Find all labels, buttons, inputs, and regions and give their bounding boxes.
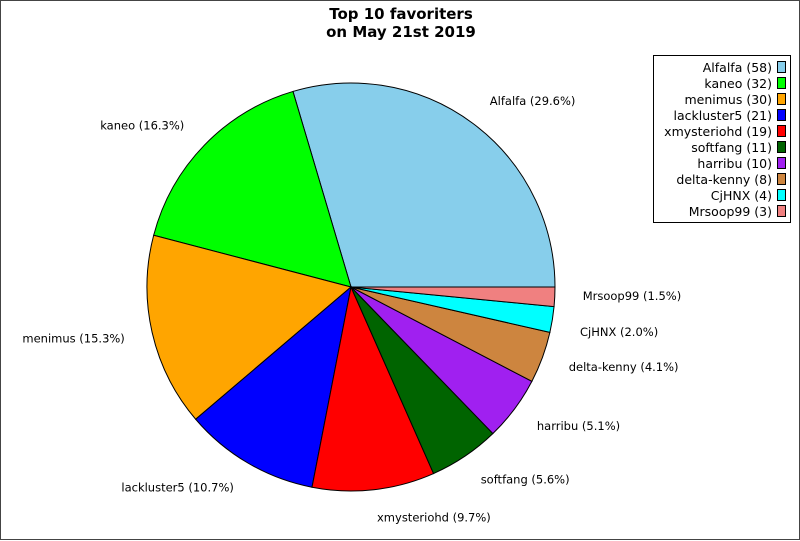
legend-swatch (777, 109, 786, 121)
legend-label: softfang (11) (691, 139, 772, 155)
legend-label: lackluster5 (21) (673, 107, 772, 123)
chart-title: Top 10 favoriters on May 21st 2019 (1, 5, 800, 41)
legend-label: delta-kenny (8) (676, 171, 772, 187)
legend-item-xmysteriohd: xmysteriohd (19) (654, 123, 790, 139)
slice-label-softfang: softfang (5.6%) (481, 472, 570, 486)
legend-swatch (777, 189, 786, 201)
legend-item-harribu: harribu (10) (654, 155, 790, 171)
legend-label: kaneo (32) (704, 75, 772, 91)
legend-item-softfang: softfang (11) (654, 139, 790, 155)
pie-slice-xmysteriohd (311, 285, 435, 492)
slice-label-alfalfa: Alfalfa (29.6%) (490, 94, 576, 108)
slice-label-xmysteriohd: xmysteriohd (9.7%) (377, 511, 491, 525)
legend-item-lackluster5: lackluster5 (21) (654, 107, 790, 123)
pie-slice-mrsoop99 (350, 286, 556, 308)
pie-slice-alfalfa (292, 82, 556, 288)
slice-label-delta-kenny: delta-kenny (4.1%) (569, 360, 679, 374)
legend-item-mrsoop99: Mrsoop99 (3) (654, 203, 790, 219)
legend-item-alfalfa: Alfalfa (58) (654, 59, 790, 75)
legend-swatch (777, 61, 786, 73)
legend-label: menimus (30) (684, 91, 772, 107)
legend-swatch (777, 157, 786, 169)
legend-item-cjhnx: CjHNX (4) (654, 187, 790, 203)
chart-legend: Alfalfa (58) kaneo (32) menimus (30) lacklu… (653, 55, 791, 223)
pie-slice-kaneo (153, 90, 352, 288)
chart-title-line1: Top 10 favoriters (329, 5, 473, 23)
legend-swatch (777, 93, 786, 105)
slice-label-mrsoop99: Mrsoop99 (1.5%) (583, 289, 682, 303)
pie-slice-lackluster5 (194, 285, 352, 488)
legend-item-menimus: menimus (30) (654, 91, 790, 107)
slice-label-cjhnx: CjHNX (2.0%) (580, 325, 658, 339)
pie-slice-menimus (146, 234, 353, 420)
legend-swatch (777, 205, 786, 217)
legend-swatch (777, 141, 786, 153)
slice-label-kaneo: kaneo (16.3%) (100, 119, 184, 133)
legend-label: Alfalfa (58) (702, 59, 772, 75)
legend-label: xmysteriohd (19) (664, 123, 772, 139)
chart-title-line2: on May 21st 2019 (326, 23, 476, 41)
legend-swatch (777, 173, 786, 185)
legend-label: harribu (10) (697, 155, 772, 171)
legend-swatch (777, 125, 786, 137)
legend-label: Mrsoop99 (3) (688, 203, 772, 219)
legend-item-kaneo: kaneo (32) (654, 75, 790, 91)
legend-item-delta-kenny: delta-kenny (8) (654, 171, 790, 187)
slice-label-harribu: harribu (5.1%) (537, 419, 620, 433)
slice-label-lackluster5: lackluster5 (10.7%) (121, 480, 234, 494)
legend-swatch (777, 77, 786, 89)
legend-label: CjHNX (4) (710, 187, 772, 203)
slice-label-menimus: menimus (15.3%) (22, 332, 124, 346)
